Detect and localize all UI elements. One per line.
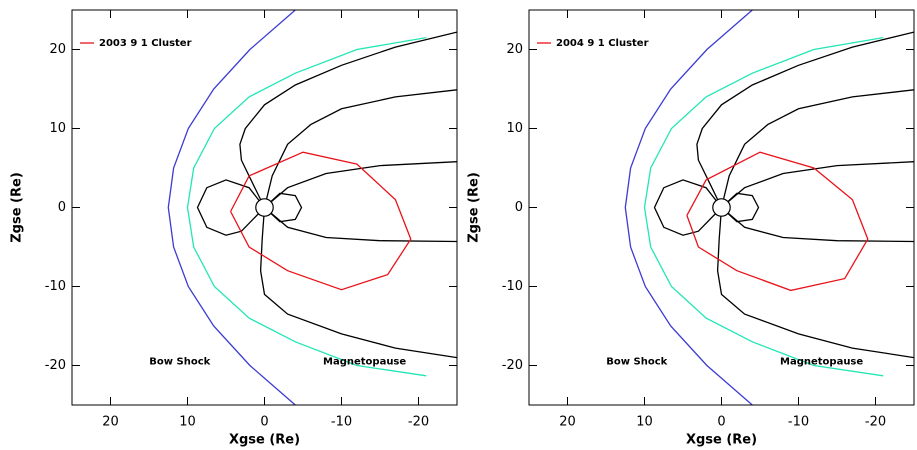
panel: 20 10 0 -10 -20 -20 -10 0 10 20 Xgse (Re) Zgse (Re)… bbox=[10, 10, 458, 448]
x-tick-label: 0 bbox=[717, 415, 725, 430]
x-tick-label: 10 bbox=[179, 415, 196, 430]
x-tick-label: -20 bbox=[865, 415, 886, 430]
x-tick-label: -10 bbox=[788, 415, 809, 430]
series-line bbox=[188, 38, 427, 376]
x-tick-label: -20 bbox=[408, 415, 429, 430]
series-label: Bow Shock bbox=[606, 357, 667, 368]
series-label: Bow Shock bbox=[149, 357, 210, 368]
series-line bbox=[240, 32, 457, 207]
x-axis-title: Xgse (Re) bbox=[686, 433, 757, 448]
y-tick-label: 10 bbox=[506, 121, 523, 136]
series-line bbox=[265, 208, 458, 242]
y-tick-label: 10 bbox=[49, 121, 66, 136]
y-axis-title: Zgse (Re) bbox=[10, 172, 25, 243]
x-axis-title: Xgse (Re) bbox=[229, 433, 300, 448]
series-line bbox=[718, 208, 914, 358]
x-tick-label: 20 bbox=[102, 415, 119, 430]
plot-area bbox=[168, 10, 457, 405]
series-line bbox=[265, 162, 458, 208]
series-label: Magnetopause bbox=[323, 357, 406, 368]
y-tick-label: 0 bbox=[58, 200, 66, 215]
series-line bbox=[231, 152, 411, 290]
earth bbox=[256, 199, 273, 216]
y-tick-label: 20 bbox=[49, 42, 66, 57]
y-tick-label: 0 bbox=[515, 200, 523, 215]
y-tick-label: -20 bbox=[502, 358, 523, 373]
x-tick-label: 0 bbox=[260, 415, 268, 430]
series-line bbox=[645, 38, 884, 376]
y-axis-title: Zgse (Re) bbox=[467, 172, 482, 243]
earth bbox=[713, 199, 730, 216]
legend-label: 2003 9 1 Cluster bbox=[99, 38, 192, 49]
series-label: Magnetopause bbox=[780, 357, 863, 368]
series-line bbox=[722, 90, 915, 208]
y-tick-label: -10 bbox=[45, 279, 66, 294]
plot-area bbox=[625, 10, 914, 405]
series-line bbox=[265, 90, 458, 208]
x-tick-label: 20 bbox=[559, 415, 576, 430]
panel: 20 10 0 -10 -20 -20 -10 0 10 20 Xgse (Re) Zgse (Re)… bbox=[467, 10, 915, 448]
page: 20 10 0 -10 -20 -20 -10 0 10 20 Xgse (Re) Zgse (Re)… bbox=[0, 0, 917, 450]
y-tick-label: -10 bbox=[502, 279, 523, 294]
x-tick-label: -10 bbox=[331, 415, 352, 430]
series-line bbox=[697, 32, 914, 207]
legend-label: 2004 9 1 Cluster bbox=[556, 38, 649, 49]
figure: 20 10 0 -10 -20 -20 -10 0 10 20 Xgse (Re) Zgse (Re)… bbox=[0, 0, 917, 450]
y-tick-label: 20 bbox=[506, 42, 523, 57]
series-line bbox=[261, 208, 457, 358]
series-line bbox=[687, 152, 868, 290]
series-line bbox=[722, 208, 915, 242]
x-tick-label: 10 bbox=[636, 415, 653, 430]
y-tick-label: -20 bbox=[45, 358, 66, 373]
series-line bbox=[722, 162, 915, 208]
